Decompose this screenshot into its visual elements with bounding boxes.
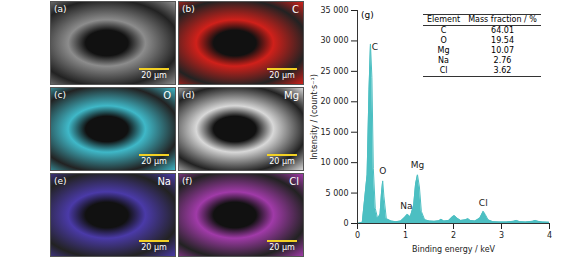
html-text:20 μm: 20 μm <box>141 71 167 80</box>
svg-text:2: 2 <box>451 231 456 240</box>
svg-text:25 000: 25 000 <box>321 67 349 76</box>
html-text:Element: Element <box>427 15 461 24</box>
svg-text:Binding energy / keV: Binding energy / keV <box>412 245 496 254</box>
html-text:(c): (c) <box>54 90 66 100</box>
svg-text:O: O <box>379 166 386 176</box>
html-text:20 μm: 20 μm <box>141 243 167 252</box>
svg-text:0: 0 <box>355 231 360 240</box>
html-text:20 μm: 20 μm <box>269 243 295 252</box>
html-text:20 μm: 20 μm <box>141 157 167 166</box>
html-text:Na: Na <box>157 176 171 187</box>
html-text:20 μm: 20 μm <box>269 157 295 166</box>
html-text:10.07: 10.07 <box>491 46 514 55</box>
html-text:3.62: 3.62 <box>493 66 512 75</box>
html-text:(b): (b) <box>182 4 195 14</box>
svg-text:3: 3 <box>499 231 504 240</box>
svg-text:C: C <box>372 42 378 52</box>
html-text:(g): (g) <box>361 10 374 20</box>
svg-text:30 000: 30 000 <box>321 36 349 45</box>
html-text:Cl: Cl <box>289 176 299 187</box>
svg-text:15 000: 15 000 <box>321 128 349 137</box>
svg-text:5 000: 5 000 <box>326 189 349 198</box>
svg-text:Mg: Mg <box>411 160 424 170</box>
svg-text:Intensity / (count·s⁻¹): Intensity / (count·s⁻¹) <box>310 74 319 160</box>
svg-text:1: 1 <box>403 231 408 240</box>
svg-text:20 000: 20 000 <box>321 97 349 106</box>
svg-text:4: 4 <box>547 231 552 240</box>
html-text:Mg: Mg <box>437 46 450 55</box>
svg-text:Na: Na <box>400 201 412 211</box>
svg-text:Cl: Cl <box>479 198 488 208</box>
html-text:(d): (d) <box>182 90 195 100</box>
html-text:19.54: 19.54 <box>491 36 514 45</box>
html-text:(e): (e) <box>54 176 67 186</box>
html-text:64.01: 64.01 <box>491 26 514 35</box>
html-text:(a): (a) <box>54 4 67 14</box>
html-text:C: C <box>292 4 299 15</box>
html-text:(f): (f) <box>182 176 193 186</box>
html-text:Cl: Cl <box>439 66 448 75</box>
svg-text:10 000: 10 000 <box>321 158 349 167</box>
html-text:2.76: 2.76 <box>493 56 512 65</box>
html-text:Na: Na <box>438 56 449 65</box>
svg-text:35 000: 35 000 <box>321 6 349 15</box>
html-text:Mass fraction / %: Mass fraction / % <box>468 15 537 24</box>
svg-text:0: 0 <box>343 219 348 228</box>
html-text:C: C <box>440 26 447 35</box>
html-text:O: O <box>440 36 447 45</box>
html-text:Mg: Mg <box>284 90 299 101</box>
html-text:20 μm: 20 μm <box>269 71 295 80</box>
html-text:O: O <box>163 90 171 101</box>
